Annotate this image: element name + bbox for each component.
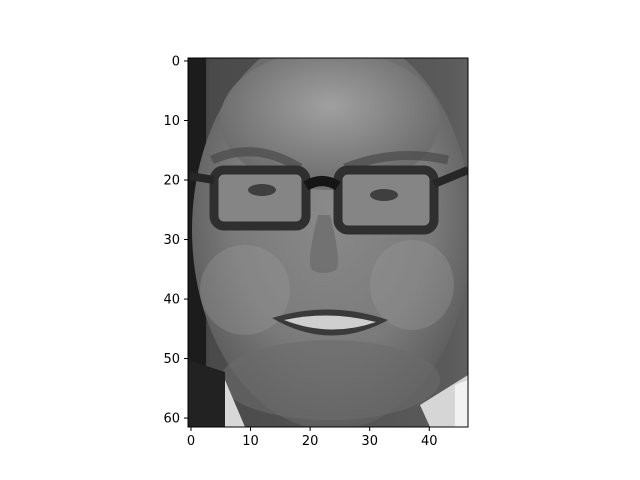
x-tick-label: 40 — [421, 434, 438, 449]
y-axis: 0 10 20 30 40 50 60 — [163, 54, 188, 427]
x-tick-label: 10 — [242, 434, 259, 449]
x-axis: 0 10 20 30 40 — [187, 427, 438, 449]
y-tick-label: 50 — [163, 352, 180, 367]
y-tick-label: 10 — [163, 114, 180, 129]
y-tick-label: 30 — [163, 233, 180, 248]
x-tick-label: 20 — [302, 434, 319, 449]
y-tick-label: 0 — [172, 54, 180, 69]
y-tick-label: 60 — [163, 412, 180, 427]
x-tick-label: 0 — [187, 434, 195, 449]
y-tick-label: 40 — [163, 293, 180, 308]
axes-frame — [187, 57, 469, 428]
x-tick-label: 30 — [361, 434, 378, 449]
y-tick-label: 20 — [163, 174, 180, 189]
face-image — [188, 58, 468, 427]
nose — [310, 215, 338, 273]
